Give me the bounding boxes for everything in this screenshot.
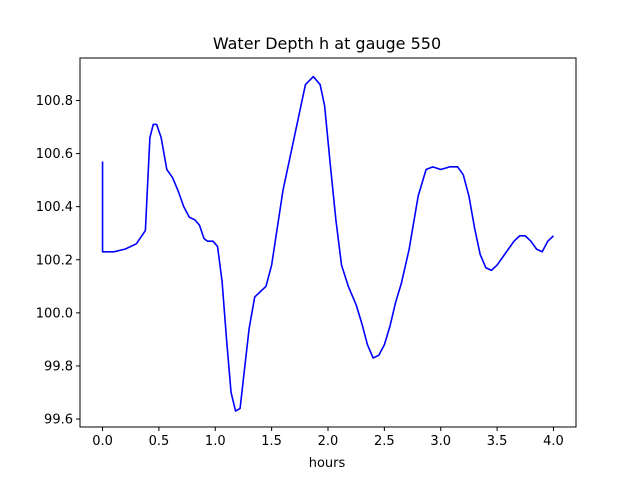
plot-frame: [79, 57, 577, 428]
y-tick-label: 99.6: [44, 413, 73, 428]
x-tick-label: 4.0: [543, 434, 564, 449]
y-tick-label: 100.6: [36, 147, 73, 162]
y-tick-label: 99.8: [44, 359, 73, 374]
x-tick-label: 3.0: [430, 434, 451, 449]
y-tick-label: 100.8: [36, 94, 73, 109]
x-tick-label: 0.0: [92, 434, 113, 449]
x-axis-title: hours: [309, 456, 346, 471]
y-tick-label: 100.0: [36, 306, 73, 321]
y-tick-label: 100.4: [36, 200, 73, 215]
y-axis: 99.6 99.8 100.0 100.2 100.4 100.6 100.8: [36, 94, 80, 428]
x-axis: 0.0 0.5 1.0 1.5 2.0 2.5 3.0 3.5 4.0: [92, 427, 564, 449]
x-tick-label: 2.0: [318, 434, 339, 449]
x-tick-label: 1.0: [205, 434, 226, 449]
y-tick-label: 100.2: [36, 253, 73, 268]
chart-title: Water Depth h at gauge 550: [213, 34, 441, 53]
series-line-0: [101, 75, 554, 412]
x-tick-label: 0.5: [149, 434, 170, 449]
x-tick-label: 1.5: [261, 434, 282, 449]
x-tick-label: 3.5: [487, 434, 508, 449]
x-tick-label: 2.5: [374, 434, 395, 449]
plot-area: [79, 57, 577, 428]
